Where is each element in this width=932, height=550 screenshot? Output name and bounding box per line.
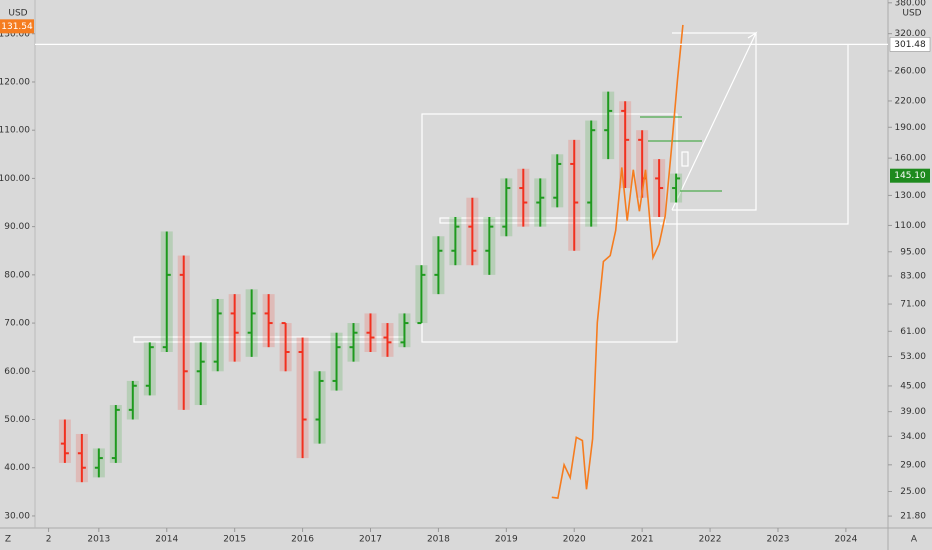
- y-tick-label: 50.00: [4, 415, 30, 425]
- x-tick-label: 2: [46, 535, 52, 545]
- y-tick-label: 110.00: [0, 126, 30, 136]
- y2-tick-label: 220.00: [895, 96, 927, 106]
- x-tick-label: 2013: [87, 535, 110, 545]
- drawing-arrow: [671, 31, 758, 211]
- y-tick-label: 120.00: [0, 77, 30, 87]
- y-tick-label: 80.00: [4, 270, 30, 280]
- y2-tick-label: 34.00: [900, 432, 926, 442]
- price-tag-label: 301.48: [894, 40, 926, 50]
- y2-tick-label: 110.00: [895, 221, 927, 231]
- indicator-line: [551, 24, 684, 499]
- price-tag: [889, 37, 931, 52]
- y2-tick-label: 29.00: [900, 460, 926, 470]
- x-tick-label: 2022: [699, 535, 722, 545]
- drawing-box: [672, 32, 757, 211]
- y-tick-label: 90.00: [4, 222, 30, 232]
- y2-tick-label: 130.00: [895, 191, 927, 201]
- price-tag: [890, 168, 930, 183]
- corner-left: Z: [5, 535, 11, 545]
- x-tick-label: 2017: [359, 535, 382, 545]
- x-tick-label: 2024: [834, 535, 857, 545]
- y-tick-label: 100.00: [0, 174, 30, 184]
- y2-tick-label: 260.00: [895, 66, 927, 76]
- left-currency: USD: [8, 9, 27, 19]
- y2-tick-label: 61.00: [900, 327, 926, 337]
- y2-tick-label: 71.00: [900, 300, 926, 310]
- y2-tick-label: 25.00: [900, 487, 926, 497]
- right-currency: USD: [902, 9, 921, 19]
- x-tick-label: 2014: [155, 535, 178, 545]
- y2-tick-label: 83.00: [900, 272, 926, 282]
- y2-tick-label: 160.00: [895, 154, 927, 164]
- y2-tick-label: 320.00: [895, 29, 927, 39]
- price-tag-label: 145.10: [894, 171, 926, 181]
- x-tick-label: 2016: [291, 535, 314, 545]
- corner-right: A: [911, 535, 918, 545]
- x-tick-label: 2019: [495, 535, 518, 545]
- drawing-box: [421, 113, 678, 343]
- drawings: [133, 31, 849, 343]
- price-tag: [0, 19, 34, 34]
- y2-tick-label: 21.80: [900, 512, 926, 522]
- y-tick-label: 60.00: [4, 367, 30, 377]
- y-tick-label: 130.00: [0, 29, 30, 39]
- price-tag-label: 131.54: [1, 22, 33, 32]
- y-tick-label: 40.00: [4, 463, 30, 473]
- y2-tick-label: 95.00: [900, 247, 926, 257]
- x-tick-label: 2015: [223, 535, 246, 545]
- drawing-box: [660, 44, 849, 225]
- y2-tick-label: 53.00: [900, 352, 926, 362]
- y2-tick-label: 190.00: [895, 123, 927, 133]
- x-tick-label: 2021: [631, 535, 654, 545]
- drawing-box: [681, 151, 689, 167]
- x-tick-label: 2020: [563, 535, 586, 545]
- x-tick-label: 2018: [427, 535, 450, 545]
- y-tick-label: 30.00: [4, 511, 30, 521]
- y2-tick-label: 380.00: [895, 0, 927, 8]
- y-tick-label: 70.00: [4, 319, 30, 329]
- x-tick-label: 2023: [767, 535, 790, 545]
- y2-tick-label: 45.00: [900, 381, 926, 391]
- y2-tick-label: 39.00: [900, 407, 926, 417]
